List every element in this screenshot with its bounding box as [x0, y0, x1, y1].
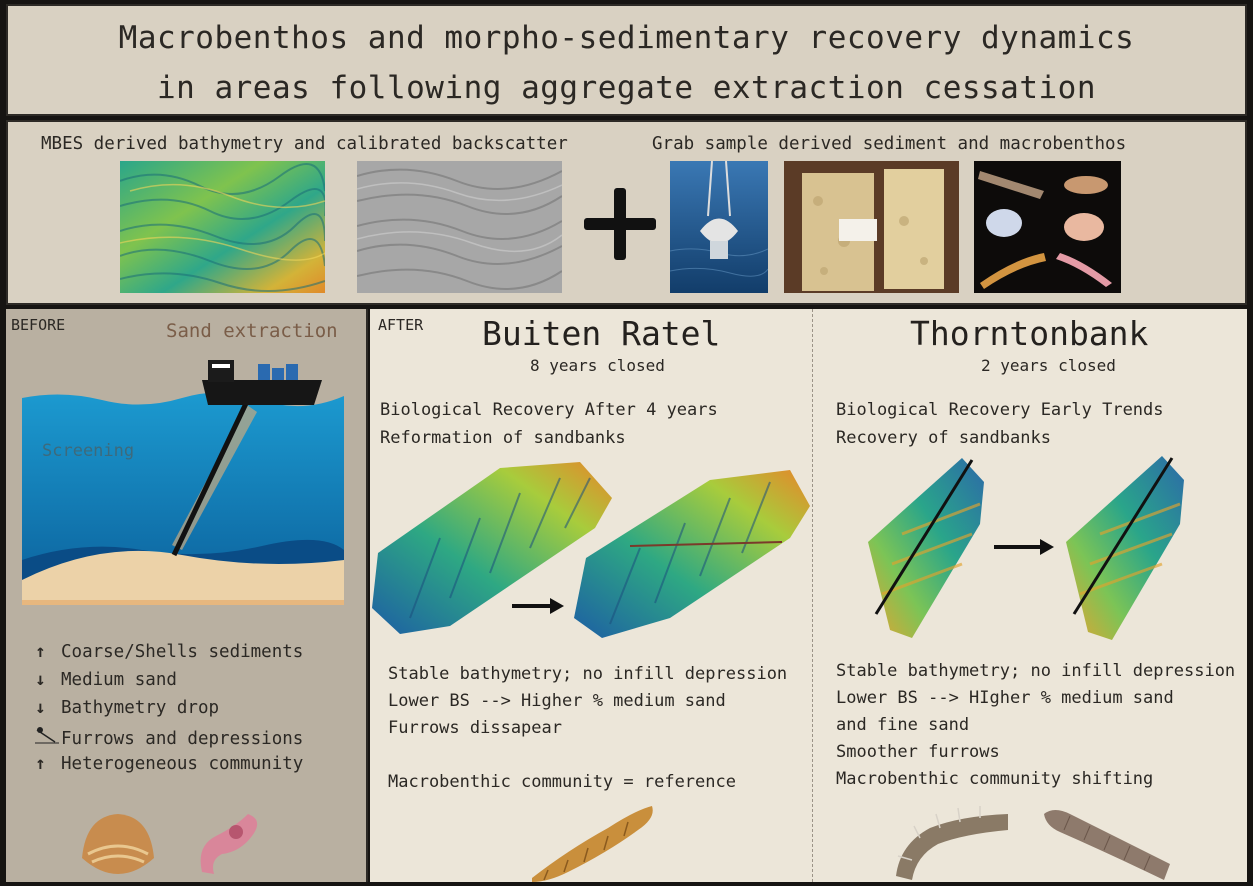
- plus-icon: [582, 186, 658, 262]
- before-heading: BEFORE: [11, 316, 66, 334]
- sand-extraction-label: Sand extraction: [166, 320, 338, 342]
- buiten-ratel-finding-2: Lower BS --> Higher % medium sand: [388, 691, 726, 711]
- buiten-ratel-line-2: Reformation of sandbanks: [380, 428, 626, 448]
- mbes-label: MBES derived bathymetry and calibrated b…: [41, 134, 568, 154]
- buiten-ratel-line-1: Biological Recovery After 4 years: [380, 400, 718, 420]
- right-arrow-icon: [994, 537, 1056, 561]
- buiten-ratel-finding-1: Stable bathymetry; no infill depression: [388, 664, 788, 684]
- thorntonbank-line-1: Biological Recovery Early Trends: [836, 400, 1164, 420]
- backscatter-image: [357, 161, 562, 293]
- bathymetry-image: [120, 161, 325, 293]
- grab-sample-label: Grab sample derived sediment and macrobe…: [652, 134, 1127, 154]
- effect-bathymetry-drop: ↓ Bathymetry drop: [35, 698, 220, 718]
- right-arrow-icon: [512, 596, 566, 620]
- grab-sampler-photo: [670, 161, 768, 293]
- buiten-ratel-closed: 8 years closed: [530, 356, 665, 375]
- up-arrow-icon: ↑: [35, 642, 46, 662]
- down-arrow-icon: ↓: [35, 670, 46, 690]
- buiten-ratel-title: Buiten Ratel: [482, 314, 721, 353]
- segmented-worm-image: [1040, 804, 1180, 882]
- site-divider: [812, 309, 813, 882]
- title-line-2: in areas following aggregate extraction …: [156, 70, 1096, 106]
- effect-heterogeneous-community: ↑ Heterogeneous community: [35, 754, 304, 774]
- after-heading: AFTER: [378, 316, 424, 334]
- buiten-ratel-bathymetry-maps: [370, 458, 812, 644]
- dredge-drag-icon: [35, 726, 61, 749]
- effect-furrows: Furrows and depressions: [35, 726, 303, 749]
- thorntonbank-title: Thorntonbank: [910, 314, 1149, 353]
- title-bar: Macrobenthos and morpho-sedimentary reco…: [6, 4, 1247, 116]
- spiny-worm-image: [890, 804, 1014, 882]
- effect-coarse-sediments: ↑ Coarse/Shells sediments: [35, 642, 304, 662]
- worm-image: [192, 806, 268, 880]
- thorntonbank-finding-3: and fine sand: [836, 715, 970, 735]
- up-arrow-icon: ↑: [35, 754, 46, 774]
- thorntonbank-closed: 2 years closed: [981, 356, 1116, 375]
- screening-label: Screening: [42, 441, 135, 461]
- thorntonbank-finding-4: Smoother furrows: [836, 742, 1000, 762]
- thorntonbank-finding-5: Macrobenthic community shifting: [836, 769, 1154, 789]
- title-line-1: Macrobenthos and morpho-sedimentary reco…: [118, 20, 1135, 56]
- dredging-illustration: [22, 350, 344, 605]
- down-arrow-icon: ↓: [35, 698, 46, 718]
- thorntonbank-line-2: Recovery of sandbanks: [836, 428, 1051, 448]
- macrobenthos-collage: [974, 161, 1121, 293]
- clam-shell-image: [76, 808, 160, 878]
- effect-medium-sand: ↓ Medium sand: [35, 670, 177, 690]
- thorntonbank-finding-1: Stable bathymetry; no infill depression: [836, 661, 1236, 681]
- sediment-sample-photo: [784, 161, 959, 293]
- thorntonbank-bathymetry-maps: [862, 454, 1192, 646]
- buiten-ratel-finding-3: Furrows dissapear: [388, 718, 562, 738]
- buiten-ratel-community: Macrobenthic community = reference: [388, 772, 736, 792]
- thorntonbank-finding-2: Lower BS --> HIgher % medium sand: [836, 688, 1174, 708]
- polychaete-worm-image: [528, 800, 656, 882]
